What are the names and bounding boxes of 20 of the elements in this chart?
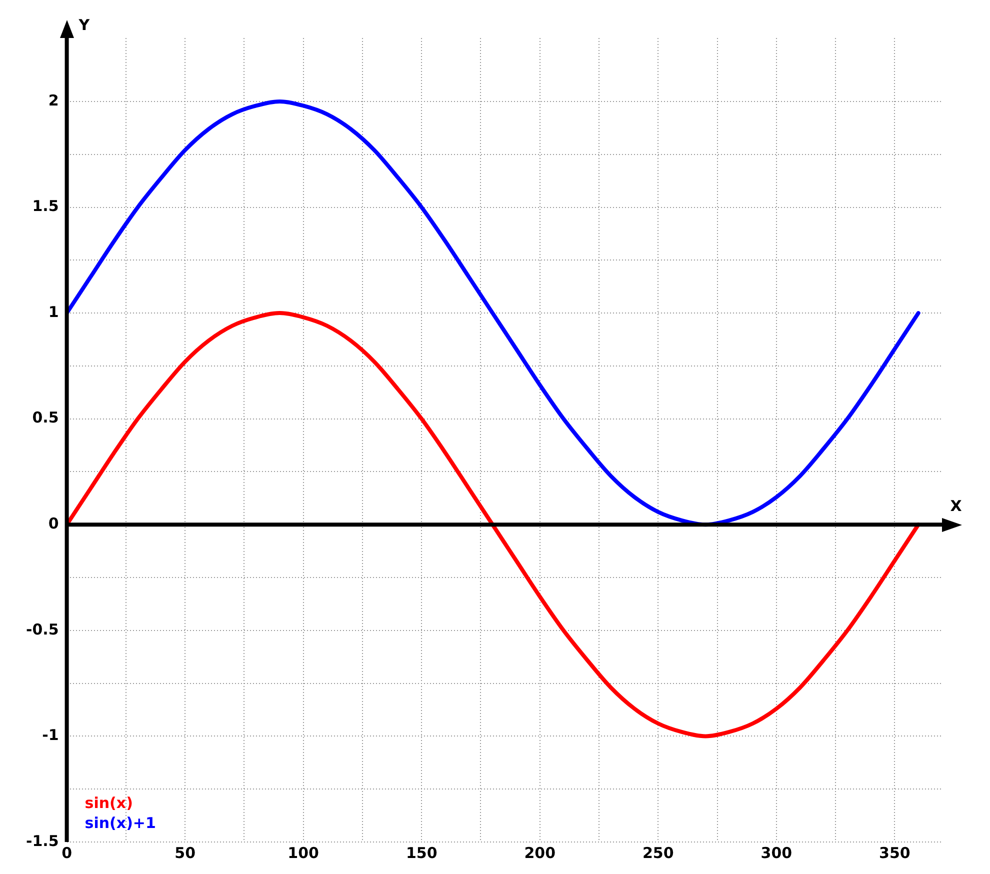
x-tick-label: 150 — [406, 844, 438, 862]
text: sin(x)+1 — [84, 814, 156, 832]
y-tick-label: 1.5 — [32, 197, 59, 216]
y-axis-title: Y — [78, 16, 91, 34]
x-tick-label: 300 — [760, 844, 792, 862]
x-tick-label: 100 — [288, 844, 319, 862]
y-tick-label: -1 — [42, 726, 59, 744]
x-tick-label: 200 — [524, 844, 556, 862]
x-axis-title: X — [950, 497, 962, 516]
y-tick-label: 1 — [48, 302, 59, 321]
y-tick-label: -0.5 — [26, 620, 59, 638]
x-tick-label: 0 — [62, 844, 72, 862]
x-tick-label: 350 — [879, 844, 910, 862]
text: sin(x) — [84, 794, 133, 812]
x-tick-label: 250 — [642, 844, 674, 862]
y-tick-label: 0 — [48, 514, 59, 533]
y-tick-label: 0.5 — [32, 408, 59, 427]
y-tick-label: 2 — [48, 91, 59, 110]
x-tick-label: 50 — [174, 844, 196, 862]
y-tick-label: -1.5 — [26, 832, 59, 850]
